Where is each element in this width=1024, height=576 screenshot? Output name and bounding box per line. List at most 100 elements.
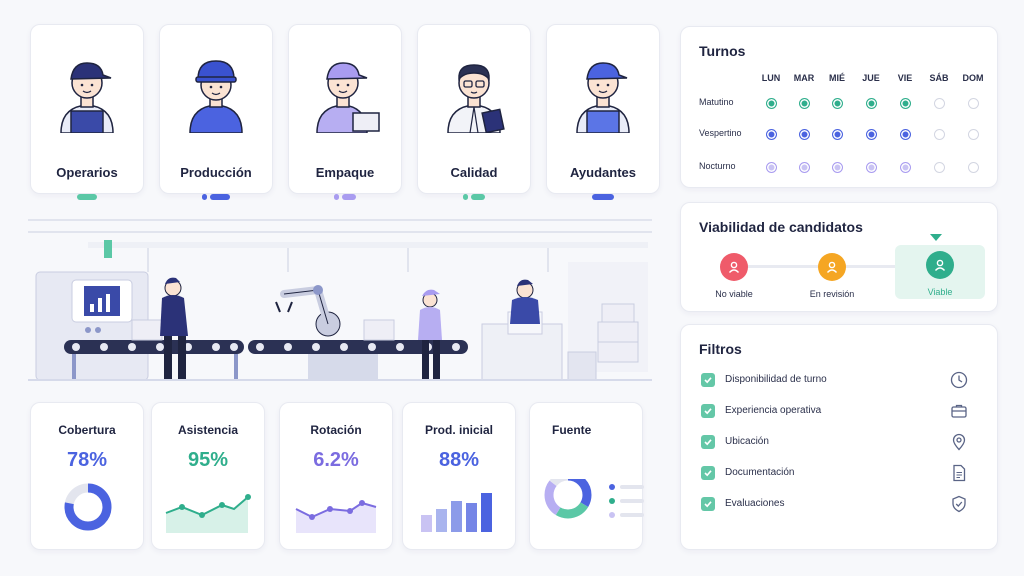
stage-en-revision[interactable]: En revisión	[787, 253, 877, 299]
kpi-title: Asistencia	[177, 423, 239, 437]
shift-slot-empty[interactable]	[967, 97, 979, 109]
shift-slot-active[interactable]	[765, 97, 777, 109]
role-indicator	[77, 194, 97, 200]
shift-slot-active[interactable]	[831, 161, 843, 173]
checkbox-checked-icon[interactable]	[701, 435, 715, 449]
shift-slot-empty[interactable]	[933, 161, 945, 173]
quality-inspector-avatar-icon	[447, 64, 505, 133]
stage-label: No viable	[715, 289, 753, 299]
packer-avatar-icon	[316, 62, 380, 133]
factory-production-line-illustration	[28, 219, 652, 381]
filters-title: Filtros	[699, 341, 742, 357]
role-indicator	[334, 194, 356, 200]
kpi-value: 6.2%	[313, 449, 359, 471]
worker-hardhat-avatar-icon	[189, 60, 243, 133]
role-indicator	[202, 194, 230, 200]
kpi-card-cobertura[interactable]: Cobertura 78%	[30, 402, 144, 550]
shift-slot-empty[interactable]	[933, 97, 945, 109]
kpi-card-asistencia[interactable]: Asistencia 95%	[151, 402, 265, 550]
helper-avatar-icon	[576, 62, 630, 133]
location-pin-icon	[952, 433, 966, 451]
bar	[481, 493, 492, 532]
user-icon	[720, 253, 748, 281]
shift-slot-active[interactable]	[831, 97, 843, 109]
day-header: SÁB	[929, 73, 949, 83]
shift-slot-active[interactable]	[865, 97, 877, 109]
kpi-title: Fuente	[552, 423, 592, 437]
filter-disponibilidad-de-turno[interactable]: Disponibilidad de turno	[701, 370, 991, 392]
kpi-value: 78%	[66, 449, 108, 471]
bar	[466, 503, 477, 532]
stage-no-viable[interactable]: No viable	[689, 253, 779, 299]
worker-cap-avatar-icon	[60, 62, 114, 133]
role-card-ayudantes[interactable]: Ayudantes	[546, 24, 660, 200]
candidate-viability-panel: Viabilidad de candidatos No viable En re…	[680, 202, 998, 312]
coverage-donut-chart	[64, 483, 112, 531]
shift-slot-active[interactable]	[765, 161, 777, 173]
role-card-calidad[interactable]: Calidad	[417, 24, 531, 200]
day-header: MIÉ	[828, 73, 845, 83]
filter-label: Evaluaciones	[725, 498, 785, 509]
shift-slot-active[interactable]	[899, 97, 911, 109]
initial-productivity-bar-chart	[421, 493, 492, 532]
clock-icon	[950, 371, 968, 389]
shift-slot-empty[interactable]	[967, 161, 979, 173]
user-icon	[926, 251, 954, 279]
role-label: Ayudantes	[570, 165, 636, 180]
kpi-card-rotacion[interactable]: Rotación 6.2%	[279, 402, 393, 550]
shift-slot-active[interactable]	[798, 161, 810, 173]
stage-viable[interactable]: Viable	[895, 251, 985, 297]
shift-slot-active[interactable]	[831, 128, 843, 140]
stage-label: En revisión	[809, 289, 855, 299]
day-header: JUE	[862, 73, 880, 83]
checkbox-checked-icon[interactable]	[701, 404, 715, 418]
shift-slot-active[interactable]	[798, 97, 810, 109]
shift-slot-empty[interactable]	[967, 128, 979, 140]
stage-label: Viable	[927, 287, 953, 297]
checkbox-checked-icon[interactable]	[701, 466, 715, 480]
role-indicator	[463, 194, 485, 200]
day-header: VIE	[897, 73, 913, 83]
filter-label: Disponibilidad de turno	[725, 374, 827, 385]
kpi-card-fuente[interactable]: Fuente	[529, 402, 644, 550]
filter-ubicacion[interactable]: Ubicación	[701, 432, 991, 454]
shift-slot-active[interactable]	[765, 128, 777, 140]
filter-documentacion[interactable]: Documentación	[701, 463, 991, 485]
shield-check-icon	[952, 495, 966, 513]
role-indicator	[592, 194, 614, 200]
filter-evaluaciones[interactable]: Evaluaciones	[701, 494, 991, 516]
shifts-panel: Turnos LUN MAR MIÉ JUE VIE SÁB DOM Matutino Vesp…	[680, 26, 998, 188]
source-donut-chart	[544, 479, 644, 519]
turnover-sparkline	[295, 500, 377, 533]
bar	[436, 509, 447, 532]
shift-label: Matutino	[699, 97, 734, 107]
checkbox-checked-icon[interactable]	[701, 497, 715, 511]
kpi-card-prod-inicial[interactable]: Prod. inicial 88%	[402, 402, 516, 550]
kpi-title: Rotación	[310, 423, 362, 437]
role-label: Empaque	[315, 165, 375, 180]
shift-slot-active[interactable]	[899, 128, 911, 140]
shift-slot-active[interactable]	[899, 161, 911, 173]
shift-label: Nocturno	[699, 161, 736, 171]
day-header: DOM	[962, 73, 984, 83]
filter-label: Ubicación	[725, 436, 769, 447]
attendance-sparkline	[165, 494, 251, 533]
viability-title: Viabilidad de candidatos	[699, 219, 863, 235]
role-card-empaque[interactable]: Empaque	[288, 24, 402, 200]
filter-label: Experiencia operativa	[725, 405, 822, 416]
kpi-value: 88%	[438, 449, 480, 471]
shift-slot-active[interactable]	[798, 128, 810, 140]
kpi-title: Prod. inicial	[424, 423, 493, 437]
role-label: Producción	[180, 165, 252, 180]
filter-experiencia-operativa[interactable]: Experiencia operativa	[701, 401, 991, 423]
checkbox-checked-icon[interactable]	[701, 373, 715, 387]
shift-slot-active[interactable]	[865, 161, 877, 173]
day-header: LUN	[761, 73, 781, 83]
role-card-produccion[interactable]: Producción	[159, 24, 273, 200]
shift-slot-empty[interactable]	[933, 128, 945, 140]
day-header: MAR	[793, 73, 815, 83]
briefcase-icon	[951, 404, 967, 418]
role-card-operarios[interactable]: Operarios	[30, 24, 144, 200]
shift-slot-active[interactable]	[865, 128, 877, 140]
kpi-value: 95%	[187, 449, 229, 471]
